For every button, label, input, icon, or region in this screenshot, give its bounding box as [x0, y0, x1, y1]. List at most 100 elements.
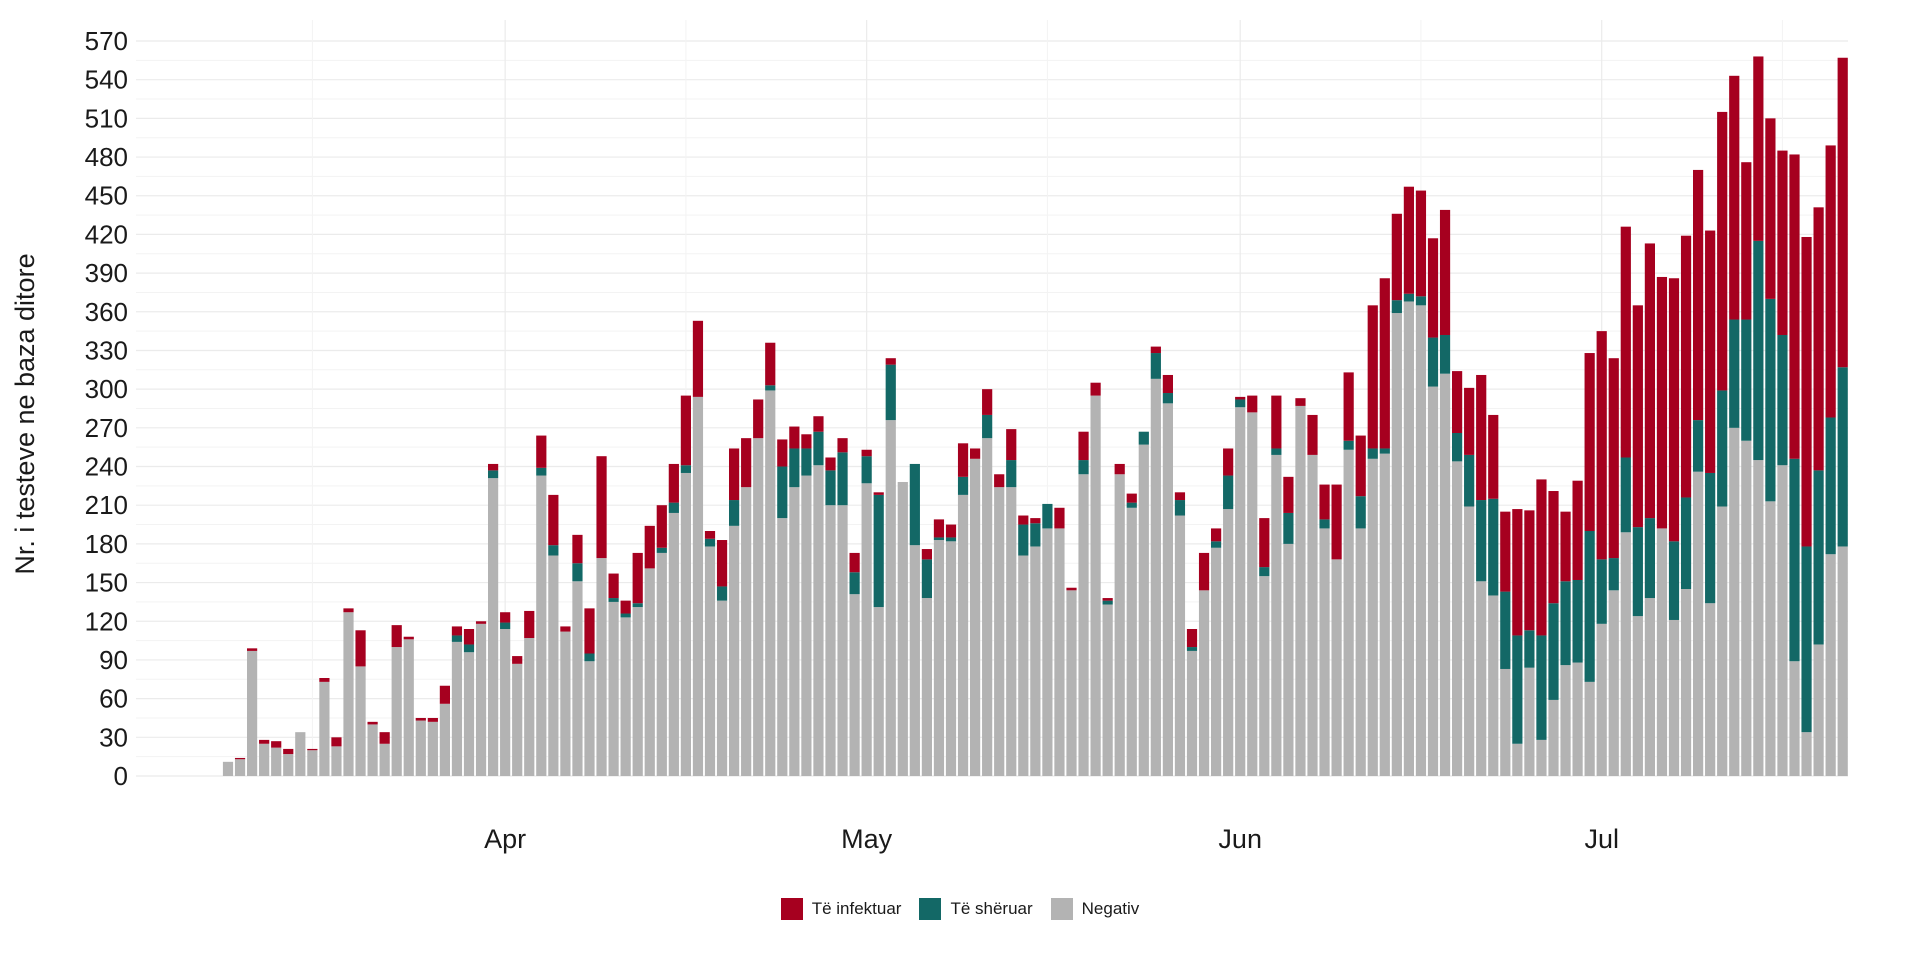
y-tick-label: 570	[85, 26, 128, 56]
bar-negative	[439, 703, 450, 776]
bar-negative	[1343, 449, 1354, 776]
bar-negative	[1765, 501, 1776, 776]
bar-infected	[801, 434, 812, 449]
bar-infected	[307, 748, 318, 751]
bar-negative	[247, 650, 258, 776]
bar-negative	[1403, 301, 1414, 776]
bar-infected	[861, 449, 872, 457]
bar-negative	[1042, 528, 1053, 776]
bar-infected	[1367, 305, 1378, 449]
legend-swatch-recovered	[919, 898, 942, 920]
bar-recovered	[789, 448, 800, 488]
bar-recovered	[1018, 524, 1029, 556]
bar-infected	[716, 540, 728, 587]
bar-recovered	[849, 572, 860, 595]
bar-recovered	[1343, 440, 1354, 450]
bar-infected	[463, 629, 475, 645]
y-tick-label: 90	[99, 645, 128, 675]
bar-recovered	[1536, 635, 1547, 740]
bar-negative	[1271, 454, 1282, 776]
bar-infected	[729, 448, 740, 501]
bar-recovered	[1801, 546, 1812, 733]
bar-recovered	[1126, 502, 1137, 508]
bar-infected	[1741, 162, 1752, 320]
bar-recovered	[921, 559, 932, 599]
bar-recovered	[1283, 512, 1294, 544]
bar-infected	[234, 757, 246, 760]
bar-infected	[1777, 150, 1788, 335]
bar-negative	[692, 396, 704, 776]
bar-negative	[1331, 559, 1342, 776]
bar-recovered	[1223, 475, 1234, 510]
bar-negative	[1717, 506, 1728, 776]
bar-negative	[957, 494, 969, 776]
bar-infected	[1150, 346, 1161, 354]
bar-infected	[1464, 387, 1475, 455]
bar-recovered	[1319, 519, 1330, 529]
bar-recovered	[1006, 460, 1017, 488]
bar-recovered	[1837, 367, 1848, 547]
bar-recovered	[1572, 580, 1583, 663]
bar-infected	[1584, 353, 1595, 531]
bar-recovered	[861, 456, 872, 484]
bar-infected	[1560, 511, 1571, 582]
bar-infected	[488, 463, 499, 471]
bar-negative	[656, 552, 667, 776]
bar-negative	[1006, 487, 1017, 776]
bar-negative	[982, 438, 993, 776]
bar-infected	[1668, 278, 1680, 542]
bar-recovered	[488, 470, 499, 479]
bar-infected	[367, 721, 378, 725]
bar-negative	[644, 568, 655, 776]
bar-recovered	[548, 545, 559, 556]
bar-recovered	[765, 385, 776, 391]
bar-negative	[813, 465, 824, 776]
y-tick-label: 180	[85, 529, 128, 559]
bar-infected	[1247, 395, 1258, 413]
bar-infected	[319, 678, 330, 682]
bar-infected	[933, 519, 945, 538]
bar-infected	[644, 525, 655, 569]
bar-negative	[1693, 471, 1704, 776]
bar-negative	[1500, 668, 1511, 776]
bar-infected	[813, 416, 824, 432]
legend: Të infektuar Të shëruar Negativ	[0, 894, 1920, 924]
bar-infected	[825, 457, 836, 471]
bar-negative	[1560, 665, 1571, 776]
bar-negative	[1030, 546, 1041, 776]
x-tick-label: Apr	[484, 824, 526, 854]
y-tick-label: 30	[99, 722, 128, 752]
bar-recovered	[1150, 353, 1161, 379]
bar-infected	[475, 621, 487, 624]
y-axis-ticks: 0 30 60 90 120 150 180 210 240 270 300 330 360 390 420…	[85, 26, 128, 791]
bar-recovered	[933, 537, 945, 541]
bar-recovered	[1608, 558, 1619, 591]
bar-infected	[271, 741, 282, 748]
bar-recovered	[1512, 635, 1523, 744]
y-tick-label: 540	[85, 65, 128, 95]
bar-negative	[1259, 576, 1270, 776]
bar-negative	[1078, 474, 1089, 776]
bar-recovered	[1476, 500, 1487, 582]
bar-infected	[1789, 154, 1800, 459]
bar-recovered	[572, 563, 583, 582]
bar-negative	[921, 598, 932, 776]
bar-infected	[343, 608, 354, 613]
bar-negative	[1705, 603, 1716, 776]
bar-infected	[1102, 598, 1113, 601]
bar-recovered	[729, 500, 740, 526]
bar-infected	[656, 505, 667, 548]
bar-recovered	[1439, 334, 1451, 374]
bar-negative	[1825, 554, 1836, 776]
bar-recovered	[632, 603, 643, 608]
bar-negative	[259, 743, 270, 776]
bar-negative	[1186, 650, 1198, 776]
bar-negative	[1235, 407, 1246, 776]
bar-negative	[1813, 644, 1824, 776]
y-tick-label: 510	[85, 103, 128, 133]
bar-negative	[825, 505, 836, 776]
bar-infected	[1223, 448, 1234, 476]
legend-label-recovered: Të shëruar	[950, 899, 1033, 918]
bar-recovered	[1825, 417, 1836, 555]
bar-infected	[704, 531, 716, 539]
